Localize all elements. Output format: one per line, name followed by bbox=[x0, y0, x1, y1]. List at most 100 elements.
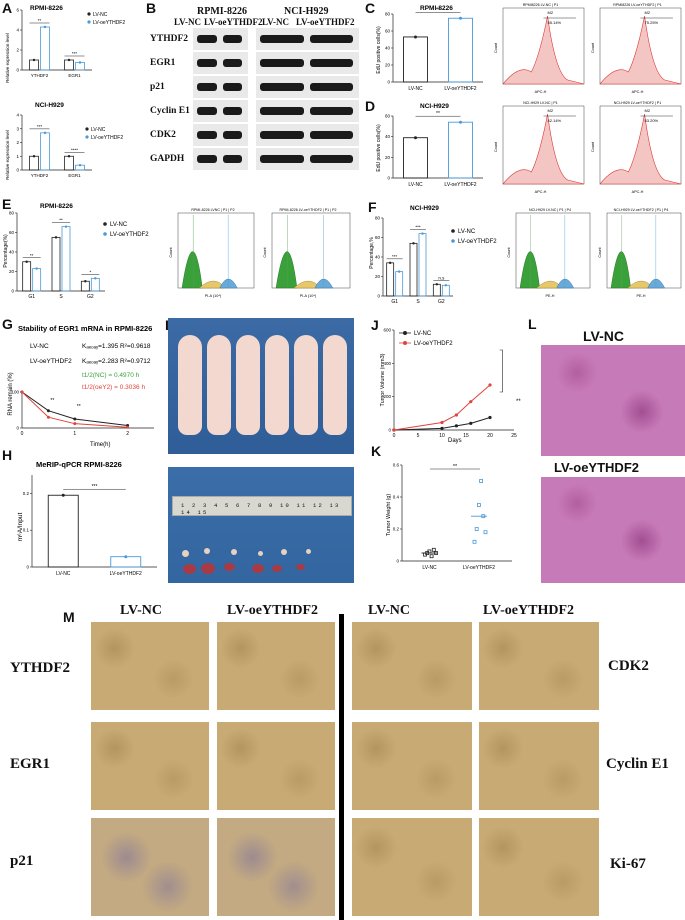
g-label-nc: LV-NC bbox=[30, 343, 49, 350]
blot-band bbox=[197, 35, 217, 43]
blot-label: Cyclin E1 bbox=[150, 106, 190, 116]
bar bbox=[432, 283, 441, 297]
sig-label: ** bbox=[436, 7, 440, 13]
bar bbox=[51, 236, 61, 292]
bar bbox=[409, 242, 418, 297]
panel-k-chart: Tumor Weight (g) 0 0.2 0.4 0.6 LV-NC LV-oeYTH… bbox=[386, 463, 512, 571]
y-tick-label: 200 bbox=[383, 394, 391, 399]
h-plot: 0 0.1 0.2 LV-NC LV-oeYTHDF2 *** bbox=[23, 475, 157, 577]
bar bbox=[47, 494, 79, 568]
he-image-nc bbox=[541, 345, 685, 456]
bar-point bbox=[43, 131, 47, 135]
tumor bbox=[258, 551, 263, 556]
ruler-label: 1 2 3 4 5 6 7 8 9 10 11 12 13 14 15 bbox=[181, 502, 341, 516]
g-plot: 0 100 0 1 2 ** ** bbox=[11, 390, 154, 437]
mouse bbox=[294, 335, 318, 435]
panel-d-chart: NCI-H929 EdU positive cells(%) 0 20 40 60 LV… bbox=[376, 103, 483, 188]
series-point bbox=[392, 428, 396, 432]
sig-label: *** bbox=[392, 254, 398, 259]
sig-label: *** bbox=[415, 225, 421, 230]
bar bbox=[40, 26, 50, 71]
blot-band bbox=[222, 131, 242, 139]
bar bbox=[29, 59, 39, 71]
panel-g-chart: Stability of EGR1 mRNA in RPMI-8226 RNA … bbox=[8, 324, 154, 448]
bar-point bbox=[459, 120, 462, 124]
h-ylabel: m⁶A/Input bbox=[17, 512, 24, 541]
blot-label: CDK2 bbox=[150, 130, 176, 140]
a-bottom-legend-nc: LV-NC bbox=[91, 127, 106, 133]
blot-strip bbox=[193, 100, 248, 122]
x-tick-label: LV-NC bbox=[408, 182, 423, 188]
flow-histogram: RPMI-8226 LV-oeYTHDF2 | P1 | P2 PI-A (10⁴… bbox=[263, 208, 351, 298]
flow-xlabel: APC-H bbox=[632, 90, 644, 94]
blot-band bbox=[222, 155, 242, 163]
series-point bbox=[440, 420, 444, 425]
panel-label-j: J bbox=[371, 317, 379, 333]
k-ylabel: Tumor Weight (g) bbox=[386, 494, 392, 537]
blot-strip bbox=[256, 100, 359, 122]
j-legend-nc: LV-NC bbox=[414, 331, 432, 337]
l-label-nc: LV-NC bbox=[583, 328, 624, 344]
y-tick-label: 0 bbox=[377, 294, 380, 299]
g-kdecay-nc: Kₐₑₒₐᵧ=1.395 R²=0.9618 bbox=[82, 343, 151, 350]
y-tick-label: 4 bbox=[16, 28, 19, 33]
panel-label-e: E bbox=[2, 196, 12, 212]
flow-ylabel: Count bbox=[591, 42, 595, 53]
flow-xlabel: PE-H bbox=[636, 294, 645, 298]
e-title: RPMI-8226 bbox=[40, 203, 73, 210]
blot-strip bbox=[256, 124, 359, 146]
bar-point bbox=[67, 58, 71, 62]
ihc-egr1-nc bbox=[91, 722, 209, 810]
b-cell1: RPMI-8226 bbox=[197, 6, 247, 17]
m-row-ki67: Ki-67 bbox=[610, 856, 646, 872]
flow-xlabel: APC-H bbox=[535, 190, 547, 194]
flow-xlabel: PE-H bbox=[545, 294, 554, 298]
blot-band bbox=[309, 35, 353, 43]
bar-point bbox=[43, 25, 47, 29]
tumor bbox=[204, 548, 210, 554]
g1-peak bbox=[610, 251, 631, 289]
j-ylabel: Tumor Volume (mm3) bbox=[380, 353, 386, 406]
e-ylabel: Percentage(%) bbox=[3, 234, 9, 268]
tumor bbox=[183, 564, 196, 574]
d-ylabel: EdU positive cells(%) bbox=[376, 124, 382, 172]
tumor bbox=[224, 563, 235, 571]
flow-histogram: RPMI8226 LV-NC | P1 APC-H Count M2 55.14% bbox=[494, 3, 585, 94]
blot-band bbox=[197, 131, 217, 139]
bar-point bbox=[421, 232, 424, 235]
sig-label: ** bbox=[436, 111, 440, 117]
bar-point bbox=[32, 58, 36, 62]
blot-strip bbox=[256, 28, 359, 50]
x-tick-label: 2 bbox=[126, 431, 129, 437]
bar bbox=[22, 261, 32, 292]
bar-point bbox=[32, 155, 36, 158]
x-tick-label: 0 bbox=[21, 431, 24, 437]
m-row-egr1: EGR1 bbox=[10, 756, 51, 772]
y-tick-label: 0 bbox=[387, 176, 390, 181]
bar-point bbox=[414, 136, 417, 140]
a-bottom-ylabel: Relative expression level bbox=[5, 130, 10, 180]
flow-title: NCI-H929 LV-NC | P1 | P4 bbox=[529, 208, 571, 212]
y-tick-label: 2 bbox=[16, 140, 19, 145]
blot-band bbox=[222, 107, 242, 115]
bar bbox=[61, 226, 71, 292]
h-title: MeRIP-qPCR RPMI-8226 bbox=[36, 460, 122, 469]
j-legend-oe: LV-oeYTHDF2 bbox=[414, 341, 453, 347]
blot-strip bbox=[256, 52, 359, 74]
x-tick-label: LV-NC bbox=[408, 86, 423, 92]
panel-label-g: G bbox=[2, 316, 13, 332]
mouse bbox=[236, 335, 260, 435]
blot-band bbox=[309, 59, 353, 67]
bar-point bbox=[459, 16, 462, 20]
y-tick-label: 20 bbox=[385, 63, 391, 68]
bar bbox=[40, 132, 50, 171]
x-tick-label: S bbox=[416, 299, 420, 305]
series-point bbox=[440, 426, 444, 430]
b-col-nc-1: LV-NC bbox=[174, 17, 202, 27]
g-half-nc: t1/2(NC) = 0.4970 h bbox=[82, 372, 140, 379]
a-bottom-legend-oe: LV-oeYTHDF2 bbox=[91, 135, 123, 141]
ihc-cdk2-oe bbox=[479, 622, 599, 710]
y-tick-label: 0.6 bbox=[393, 463, 400, 468]
x-tick-label: 10 bbox=[439, 433, 445, 439]
ihc-cdk2-nc bbox=[352, 622, 472, 710]
